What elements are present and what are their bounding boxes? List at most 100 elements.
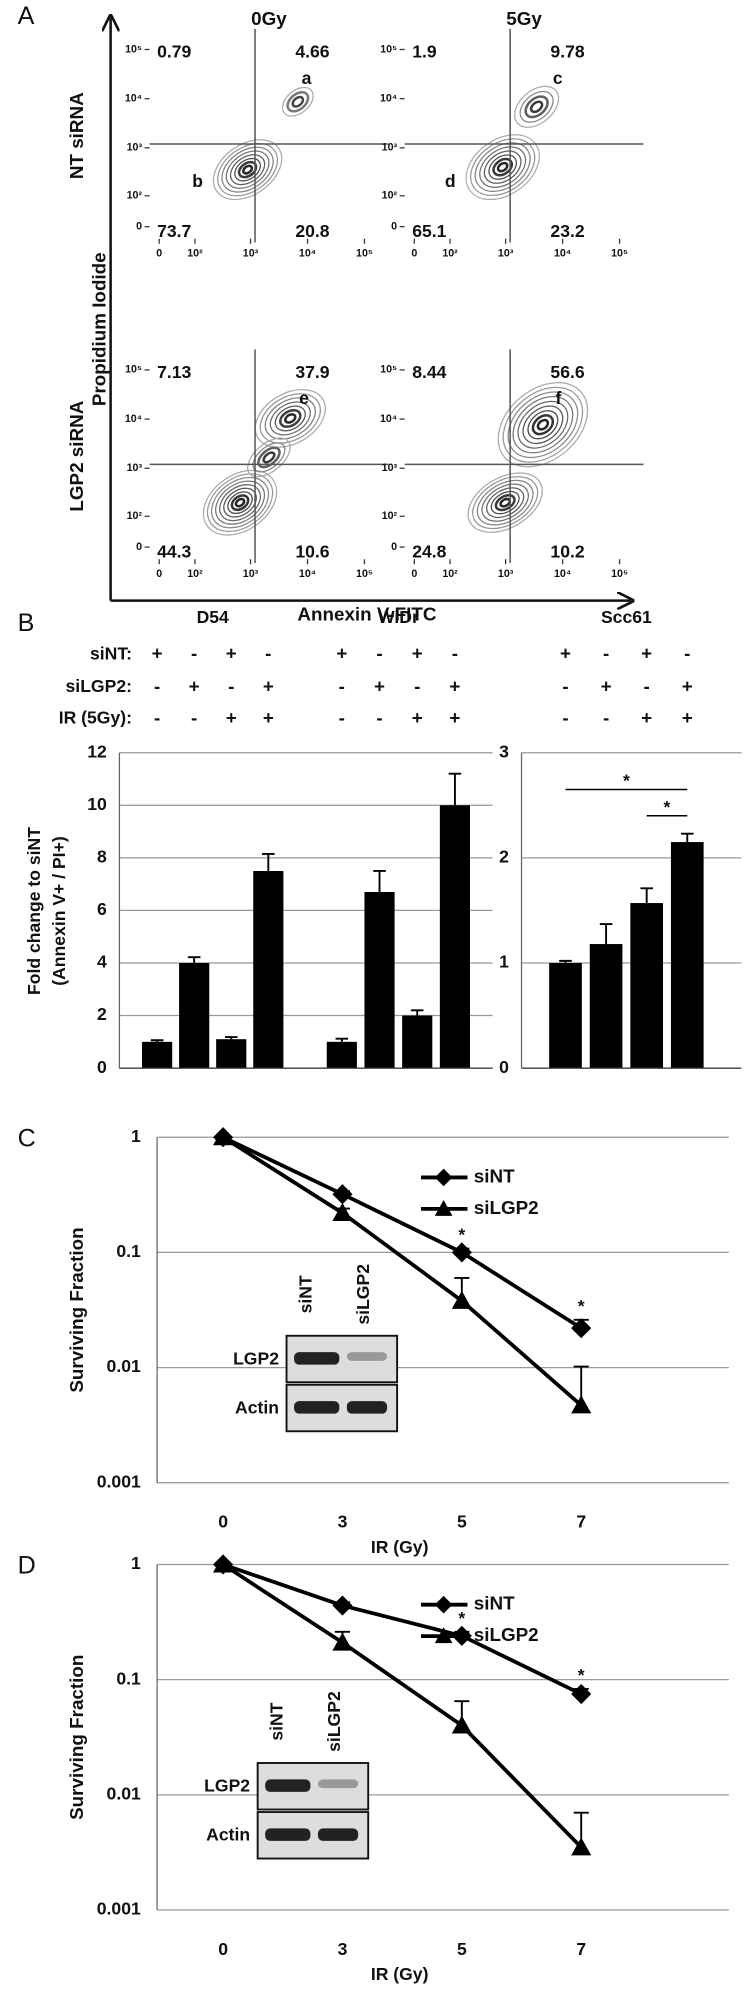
condition-sign: + [374, 675, 385, 696]
point [213, 1127, 234, 1146]
y-tick-label: 0.1 [116, 1668, 141, 1688]
inset-row: LGP2 [233, 1348, 279, 1368]
x-tick-label: 10² [442, 248, 458, 260]
x-tick-label: 0 [156, 568, 162, 580]
contour [242, 164, 254, 175]
condition-sign: - [562, 707, 568, 728]
contour [529, 100, 544, 114]
x-tick-label: 0 [218, 1512, 228, 1532]
condition-sign: + [226, 707, 237, 728]
y-tick-label: 0 [391, 541, 397, 553]
condition-sign: + [412, 707, 423, 728]
contour [279, 408, 302, 428]
x-tick-label: 10⁵ [356, 248, 373, 260]
x-tick-label: 10⁵ [611, 568, 628, 580]
y-axis-label: (Annexin V+ / PI+) [49, 836, 69, 985]
condition-sign: - [562, 675, 568, 696]
point [571, 1683, 592, 1705]
contour [269, 401, 311, 436]
contour [519, 90, 554, 123]
quadrant-value: 8.44 [412, 362, 446, 382]
point [332, 1632, 353, 1651]
inset-row: LGP2 [204, 1776, 250, 1796]
quadrant-value: 10.2 [550, 542, 584, 562]
condition-sign: - [154, 675, 160, 696]
x-tick-label: 7 [576, 1939, 586, 1959]
contour [483, 150, 522, 184]
column-header: 5Gy [506, 8, 542, 29]
x-tick-label: 10³ [498, 568, 514, 580]
condition-sign: + [449, 707, 460, 728]
y-tick-label: 10⁵ [380, 43, 397, 55]
contour [465, 134, 540, 201]
inset-column: siNT [266, 1702, 286, 1740]
x-tick-label: 5 [457, 1512, 467, 1532]
x-tick-label: 5 [457, 1939, 467, 1959]
quadrant-value: 65.1 [412, 221, 446, 241]
row-label: NT siRNA [66, 92, 87, 179]
contour [536, 418, 550, 431]
contour [219, 484, 261, 522]
error-bar [559, 959, 572, 963]
y-tick-label: 10⁴ [380, 93, 397, 105]
contour [215, 480, 266, 525]
contour [494, 493, 516, 512]
x-tick-label: 10⁴ [554, 248, 571, 260]
y-tick-label: 8 [97, 846, 107, 866]
legend-marker [434, 1200, 453, 1216]
x-axis-label: Annexin V-FITC [297, 604, 437, 625]
contour [281, 86, 314, 117]
y-axis-label: Surviving Fraction [66, 1655, 87, 1820]
series-line [222, 1135, 583, 1330]
condition-sign: + [412, 643, 423, 664]
condition-sign: + [189, 675, 200, 696]
y-tick-label: 6 [97, 899, 107, 919]
y-tick-label: 0 [136, 541, 142, 553]
legend-label: siNT [474, 1165, 515, 1186]
inset-column: siNT [295, 1275, 315, 1313]
x-tick-label: 10² [187, 248, 203, 260]
condition-sign: - [603, 707, 609, 728]
blot-band [346, 1401, 388, 1414]
point [451, 1242, 472, 1263]
significance-star: * [458, 1608, 465, 1628]
x-axis-label: IR (Gy) [371, 1537, 429, 1557]
blot-band [317, 1828, 359, 1841]
x-tick-label: 10⁴ [299, 248, 316, 260]
x-tick-label: 3 [338, 1939, 348, 1959]
inset-column: siLGP2 [353, 1264, 373, 1325]
condition-sign: - [376, 707, 382, 728]
contour [291, 95, 305, 108]
y-tick-label: 12 [87, 741, 107, 761]
y-tick-label: 0.1 [116, 1241, 141, 1261]
condition-sign: + [641, 643, 652, 664]
condition-sign: + [263, 675, 274, 696]
error-bar [448, 772, 462, 806]
condition-sign: - [603, 643, 609, 664]
contour [492, 157, 514, 177]
error-bar [640, 887, 653, 904]
bar [549, 962, 582, 1069]
condition-sign: - [452, 643, 458, 664]
quadrant-value: 44.3 [157, 542, 191, 562]
x-tick-label: 10⁴ [554, 568, 571, 580]
condition-sign: - [154, 707, 160, 728]
contour [284, 413, 297, 424]
plot-annotation: c [553, 68, 563, 88]
blot-band [346, 1352, 388, 1361]
y-tick-label: 10⁵ [380, 364, 397, 376]
contour [234, 157, 261, 182]
point [332, 1595, 353, 1616]
x-tick-label: 7 [576, 1512, 586, 1532]
contour [274, 405, 306, 432]
y2-tick-label: 2 [499, 846, 509, 866]
error-bar [599, 923, 613, 945]
series-line [222, 1562, 583, 1696]
error-bar [187, 956, 201, 963]
x-tick-label: 0 [156, 248, 162, 260]
significance-star: * [578, 1665, 585, 1685]
y-tick-label: 10² [382, 510, 398, 522]
contour [227, 491, 253, 515]
quadrant-value: 1.9 [412, 41, 437, 61]
y-tick-label: 0.001 [97, 1471, 141, 1491]
